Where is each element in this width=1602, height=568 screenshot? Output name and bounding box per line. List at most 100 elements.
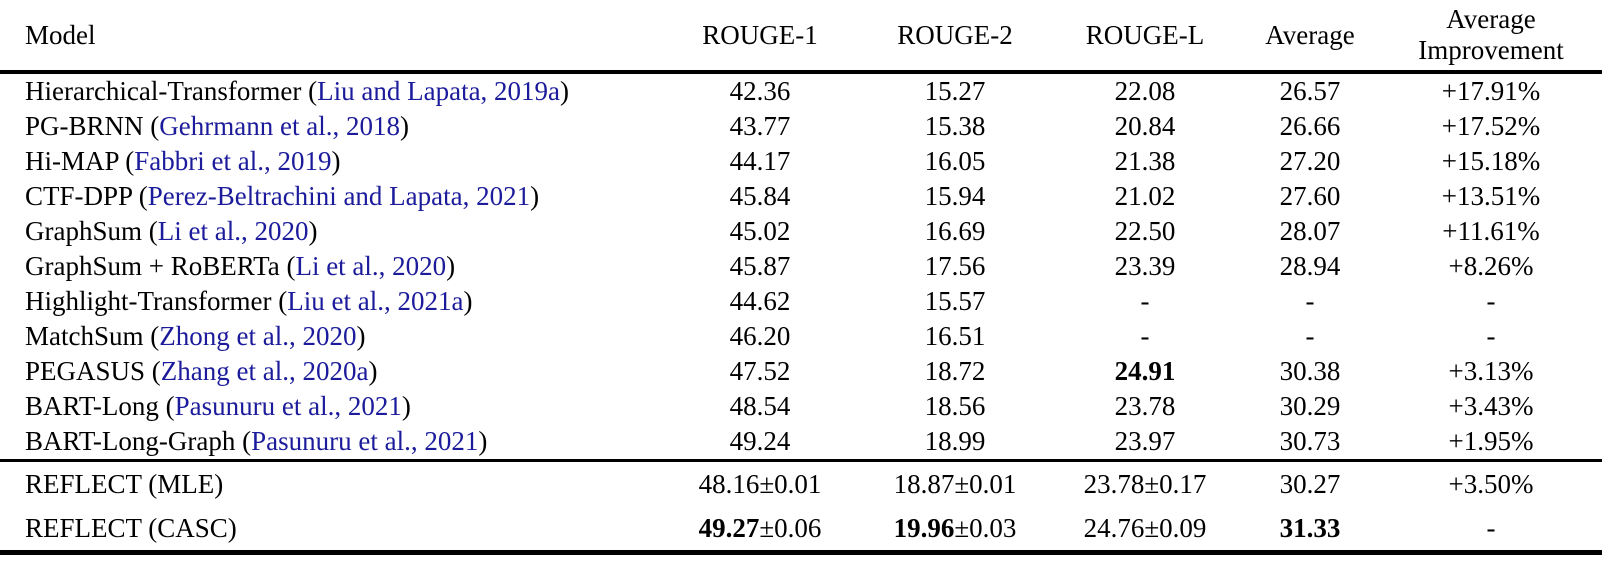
average-value: 30.73 bbox=[1279, 426, 1341, 456]
model-name: BART-Long-Graph ( bbox=[25, 426, 252, 456]
improvement-value: - bbox=[1486, 321, 1496, 351]
improvement-value: +1.95% bbox=[1448, 426, 1534, 456]
column-header-improvement-line1: Average bbox=[1446, 4, 1536, 34]
model-name: GraphSum + RoBERTa ( bbox=[25, 251, 296, 281]
citation-link[interactable]: Li et al., 2020 bbox=[295, 251, 447, 281]
citation-link[interactable]: Liu et al., 2021a bbox=[287, 286, 464, 316]
model-cell: CTF-DPP (Perez-Beltrachini and Lapata, 2… bbox=[25, 181, 540, 211]
improvement-value: +3.50% bbox=[1448, 469, 1534, 499]
citation-link[interactable]: Liu and Lapata, 2019a bbox=[317, 76, 561, 106]
rouge2-value: 16.05 bbox=[924, 146, 986, 176]
rouge1-value: 48.54 bbox=[729, 391, 791, 421]
table-row: GraphSum + RoBERTa (Li et al., 2020) 45.8… bbox=[0, 249, 1602, 284]
improvement-value: +3.43% bbox=[1448, 391, 1534, 421]
rouge2-cell: 16.05 bbox=[860, 144, 1050, 179]
improvement-value: +13.51% bbox=[1441, 181, 1541, 211]
table-row: Highlight-Transformer (Liu et al., 2021a… bbox=[0, 284, 1602, 319]
table-row: BART-Long-Graph (Pasunuru et al., 2021) 4… bbox=[0, 424, 1602, 461]
rougel-value: 22.50 bbox=[1114, 216, 1176, 246]
rouge1-value: 43.77 bbox=[729, 111, 791, 141]
improvement-cell: +17.91% bbox=[1380, 72, 1602, 109]
citation-link[interactable]: Perez-Beltrachini and Lapata, 2021 bbox=[147, 181, 531, 211]
rouge1-value: 45.87 bbox=[729, 251, 791, 281]
average-value: 26.66 bbox=[1279, 111, 1341, 141]
baseline-rows: Hierarchical-Transformer (Liu and Lapata… bbox=[0, 72, 1602, 461]
rougel-value: 23.78 bbox=[1083, 469, 1145, 499]
citation-link[interactable]: Gehrmann et al., 2018 bbox=[159, 111, 400, 141]
rougel-cell: 21.02 bbox=[1050, 179, 1240, 214]
model-name: PG-BRNN ( bbox=[25, 111, 160, 141]
model-cell: BART-Long-Graph (Pasunuru et al., 2021) bbox=[25, 426, 488, 456]
table-row: REFLECT (CASC) 49.27±0.06 19.96±0.03 24.76±… bbox=[0, 506, 1602, 553]
improvement-value: +3.13% bbox=[1448, 356, 1534, 386]
model-cell: GraphSum + RoBERTa (Li et al., 2020) bbox=[25, 251, 456, 281]
model-cell: Highlight-Transformer (Liu et al., 2021a… bbox=[25, 286, 473, 316]
rouge1-value: 45.84 bbox=[729, 181, 791, 211]
rouge1-cell: 49.27±0.06 bbox=[698, 513, 822, 543]
rouge1-value: 47.52 bbox=[729, 356, 791, 386]
rouge2-cell: 15.94 bbox=[860, 179, 1050, 214]
rougel-value: 24.91 bbox=[1114, 356, 1176, 386]
rougel-value: 23.97 bbox=[1114, 426, 1176, 456]
model-name: REFLECT (MLE) bbox=[25, 469, 224, 499]
rougel-cell: - bbox=[1050, 284, 1240, 319]
table-row: PG-BRNN (Gehrmann et al., 2018) 43.77 15.3… bbox=[0, 109, 1602, 144]
rougel-cell: 23.78 bbox=[1050, 389, 1240, 424]
average-cell: 30.73 bbox=[1240, 424, 1380, 461]
improvement-cell: +3.50% bbox=[1380, 461, 1602, 507]
rouge1-cell: 47.52 bbox=[660, 354, 860, 389]
rouge2-value: 15.57 bbox=[924, 286, 986, 316]
rouge2-value: 18.99 bbox=[924, 426, 986, 456]
table-row: BART-Long (Pasunuru et al., 2021) 48.54 18… bbox=[0, 389, 1602, 424]
column-header-average-improvement: Average Improvement bbox=[1380, 0, 1602, 72]
rouge1-cell: 43.77 bbox=[660, 109, 860, 144]
table-row: MatchSum (Zhong et al., 2020) 46.20 16.51 -… bbox=[0, 319, 1602, 354]
rouge2-value: 17.56 bbox=[924, 251, 986, 281]
improvement-cell: +8.26% bbox=[1380, 249, 1602, 284]
rouge1-cell: 45.02 bbox=[660, 214, 860, 249]
rouge2-cell: 15.38 bbox=[860, 109, 1050, 144]
model-name: PEGASUS ( bbox=[25, 356, 161, 386]
rougel-cell: - bbox=[1050, 319, 1240, 354]
average-cell: 27.20 bbox=[1240, 144, 1380, 179]
improvement-value: - bbox=[1486, 286, 1496, 316]
rouge2-cell: 17.56 bbox=[860, 249, 1050, 284]
rouge2-cell: 18.87±0.01 bbox=[893, 469, 1017, 499]
rouge2-cell: 16.69 bbox=[860, 214, 1050, 249]
citation-link[interactable]: Pasunuru et al., 2021 bbox=[251, 426, 479, 456]
rouge1-cell: 44.62 bbox=[660, 284, 860, 319]
rouge2-cell: 15.27 bbox=[860, 72, 1050, 109]
rouge1-value: 45.02 bbox=[729, 216, 791, 246]
improvement-cell: - bbox=[1380, 506, 1602, 553]
table-header: Model ROUGE-1 ROUGE-2 ROUGE-L Average Av… bbox=[0, 0, 1602, 72]
model-name: GraphSum ( bbox=[25, 216, 158, 246]
column-header-average: Average bbox=[1265, 19, 1355, 50]
rouge1-cell: 45.87 bbox=[660, 249, 860, 284]
citation-link[interactable]: Fabbri et al., 2019 bbox=[134, 146, 332, 176]
rougel-value: 23.78 bbox=[1114, 391, 1176, 421]
rougel-value: 22.08 bbox=[1114, 76, 1176, 106]
improvement-value: +17.91% bbox=[1441, 76, 1541, 106]
rougel-cell: 22.08 bbox=[1050, 72, 1240, 109]
column-header-rouge2: ROUGE-2 bbox=[897, 19, 1013, 50]
improvement-cell: +3.13% bbox=[1380, 354, 1602, 389]
rougel-cell: 23.78±0.17 bbox=[1083, 469, 1207, 499]
rouge2-value: 18.56 bbox=[924, 391, 986, 421]
rougel-value: 24.76 bbox=[1083, 513, 1145, 543]
average-value: 28.07 bbox=[1279, 216, 1341, 246]
average-value: 30.27 bbox=[1279, 469, 1341, 499]
model-cell: GraphSum (Li et al., 2020) bbox=[25, 216, 318, 246]
citation-link[interactable]: Zhang et al., 2020a bbox=[160, 356, 369, 386]
model-cell: REFLECT (MLE) bbox=[0, 461, 660, 507]
rouge1-cell: 49.24 bbox=[660, 424, 860, 461]
citation-link[interactable]: Zhong et al., 2020 bbox=[159, 321, 357, 351]
rougel-cell: 24.91 bbox=[1050, 354, 1240, 389]
rougel-value: - bbox=[1140, 321, 1150, 351]
results-table: Model ROUGE-1 ROUGE-2 ROUGE-L Average Av… bbox=[0, 0, 1602, 553]
average-value: 30.38 bbox=[1279, 356, 1341, 386]
citation-link[interactable]: Li et al., 2020 bbox=[157, 216, 309, 246]
rouge2-value: 15.94 bbox=[924, 181, 986, 211]
average-value: 27.60 bbox=[1279, 181, 1341, 211]
citation-link[interactable]: Pasunuru et al., 2021 bbox=[174, 391, 402, 421]
improvement-value: +11.61% bbox=[1442, 216, 1540, 246]
